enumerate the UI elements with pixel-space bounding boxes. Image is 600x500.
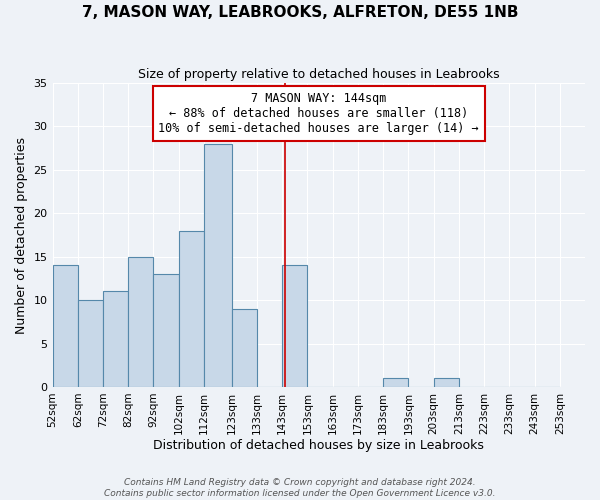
Bar xyxy=(383,378,409,387)
Bar xyxy=(232,309,257,387)
Bar xyxy=(78,300,103,387)
Bar xyxy=(53,266,78,387)
Bar xyxy=(179,230,204,387)
Title: Size of property relative to detached houses in Leabrooks: Size of property relative to detached ho… xyxy=(138,68,500,80)
Bar xyxy=(154,274,179,387)
Y-axis label: Number of detached properties: Number of detached properties xyxy=(15,136,28,334)
Text: 7, MASON WAY, LEABROOKS, ALFRETON, DE55 1NB: 7, MASON WAY, LEABROOKS, ALFRETON, DE55 … xyxy=(82,5,518,20)
Bar xyxy=(434,378,459,387)
Bar xyxy=(204,144,232,387)
Bar xyxy=(128,256,154,387)
X-axis label: Distribution of detached houses by size in Leabrooks: Distribution of detached houses by size … xyxy=(154,440,484,452)
Text: 7 MASON WAY: 144sqm
← 88% of detached houses are smaller (118)
10% of semi-detac: 7 MASON WAY: 144sqm ← 88% of detached ho… xyxy=(158,92,479,135)
Bar xyxy=(282,266,307,387)
Bar xyxy=(103,292,128,387)
Text: Contains HM Land Registry data © Crown copyright and database right 2024.
Contai: Contains HM Land Registry data © Crown c… xyxy=(104,478,496,498)
